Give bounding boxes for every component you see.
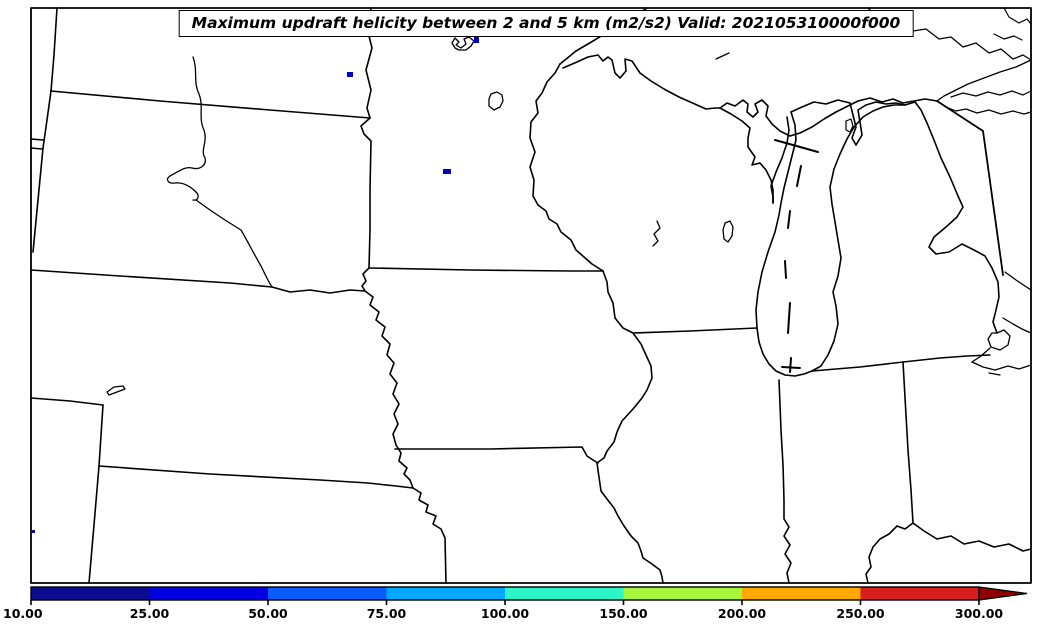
upper-peninsula-north-shore — [720, 98, 937, 136]
michigan-lower-peninsula-shore — [812, 102, 999, 371]
colorbar-tick-label: 50.00 — [248, 606, 288, 621]
wisconsin-river-flowage — [653, 221, 660, 246]
colorbar-segment-250 — [860, 587, 980, 600]
colorbar-over-arrow — [978, 586, 1028, 601]
border-ks-mo — [413, 488, 446, 583]
helicity-mark-3 — [32, 530, 35, 533]
colorbar-segment-50 — [268, 587, 387, 600]
georgian-bay-fragments — [994, 8, 1031, 40]
border-mn-wi-st-croix — [530, 64, 603, 271]
colorbar-segment-150 — [623, 587, 743, 600]
us-canada-border-lake-huron — [937, 101, 1003, 275]
border-nd-mt — [51, 8, 57, 91]
ontario-shore-fragments — [1003, 272, 1031, 333]
map-frame — [31, 8, 1031, 583]
river-missouri-sd — [196, 200, 272, 287]
colorbar-segment-25 — [149, 587, 269, 600]
helicity-mark-0 — [347, 72, 353, 77]
border-wi-il — [633, 328, 757, 333]
isle-royale — [716, 53, 729, 59]
lake-erie-shore — [972, 362, 1031, 375]
border-il-in-wabash — [779, 380, 791, 583]
lake-st-clair — [988, 330, 1010, 350]
colorbar-tick-label: 250.00 — [836, 606, 885, 621]
border-in-oh — [903, 362, 913, 523]
colorbar-tick-label: 25.00 — [130, 606, 170, 621]
river-ohio-west — [866, 523, 913, 583]
green-bay-west-shore — [720, 108, 773, 203]
helicity-mark-2 — [474, 37, 479, 43]
river-mississippi-ia-il — [597, 333, 652, 463]
colorbar-segment-200 — [742, 587, 861, 600]
border-mt-sd — [43, 91, 51, 148]
colorbar-segment-75 — [386, 587, 506, 600]
mille-lacs-lake — [489, 92, 503, 110]
border-ne-co — [31, 398, 103, 405]
up-small-lake — [846, 119, 853, 132]
river-mississippi-mo-il — [597, 463, 663, 583]
helicity-marks-layer — [32, 37, 479, 533]
lake-winnebago — [723, 221, 733, 242]
helicity-mark-1 — [443, 169, 451, 174]
border-mt-wy — [31, 139, 43, 149]
door-peninsula-bay-shore — [771, 117, 789, 203]
river-missouri-lake-oahe — [168, 57, 206, 200]
manitoulin-island — [951, 91, 1031, 97]
border-co-east — [89, 405, 103, 583]
colorbar-segment-10 — [31, 587, 150, 600]
river-ohio-east — [913, 523, 1031, 551]
border-mn-ia — [369, 268, 603, 271]
st-marys-river-shore — [937, 60, 1031, 101]
border-mi-in-oh — [812, 355, 990, 371]
lake-michigan-north-shore — [791, 100, 905, 145]
colorbar-tick-label: 300.00 — [955, 606, 1004, 621]
lake-superior-south-shore — [563, 55, 720, 109]
river-missouri-ne-ia — [365, 291, 413, 488]
lake-mcconaughy — [107, 386, 125, 395]
lake-michigan-south-shore — [757, 328, 812, 376]
river-mississippi-ia-wi — [603, 271, 633, 333]
colorbar-tick-label: 100.00 — [481, 606, 530, 621]
colorbar: 10.00 25.00 50.00 75.00 100.00 150.00 200.00 25… — [3, 586, 1028, 621]
border-wy-sd — [33, 148, 43, 252]
colorbar-tick-label: 10.00 — [3, 606, 43, 621]
border-sd-ia-big-sioux — [362, 268, 369, 291]
border-sd-mn — [361, 118, 371, 268]
mi-wi-lake-michigan-dashes — [782, 166, 801, 372]
mi-wi-water-border — [775, 140, 818, 152]
colorbar-tick-label: 75.00 — [367, 606, 407, 621]
colorbar-tick-label: 150.00 — [599, 606, 648, 621]
colorbar-tick-label: 200.00 — [718, 606, 767, 621]
border-ne-ks — [99, 466, 413, 488]
map-title-box: Maximum updraft helicity between 2 and 5… — [178, 10, 914, 37]
border-sd-ne — [31, 270, 272, 287]
border-nd-sd — [51, 91, 370, 118]
north-channel-shore — [937, 101, 1031, 114]
border-ia-mo — [395, 447, 598, 463]
map-title: Maximum updraft helicity between 2 and 5… — [191, 14, 901, 32]
colorbar-segment-100 — [505, 587, 624, 600]
leech-lake-cluster — [452, 37, 474, 50]
river-missouri-ne-sd — [272, 287, 365, 293]
lake-michigan-west-shore — [756, 112, 796, 328]
